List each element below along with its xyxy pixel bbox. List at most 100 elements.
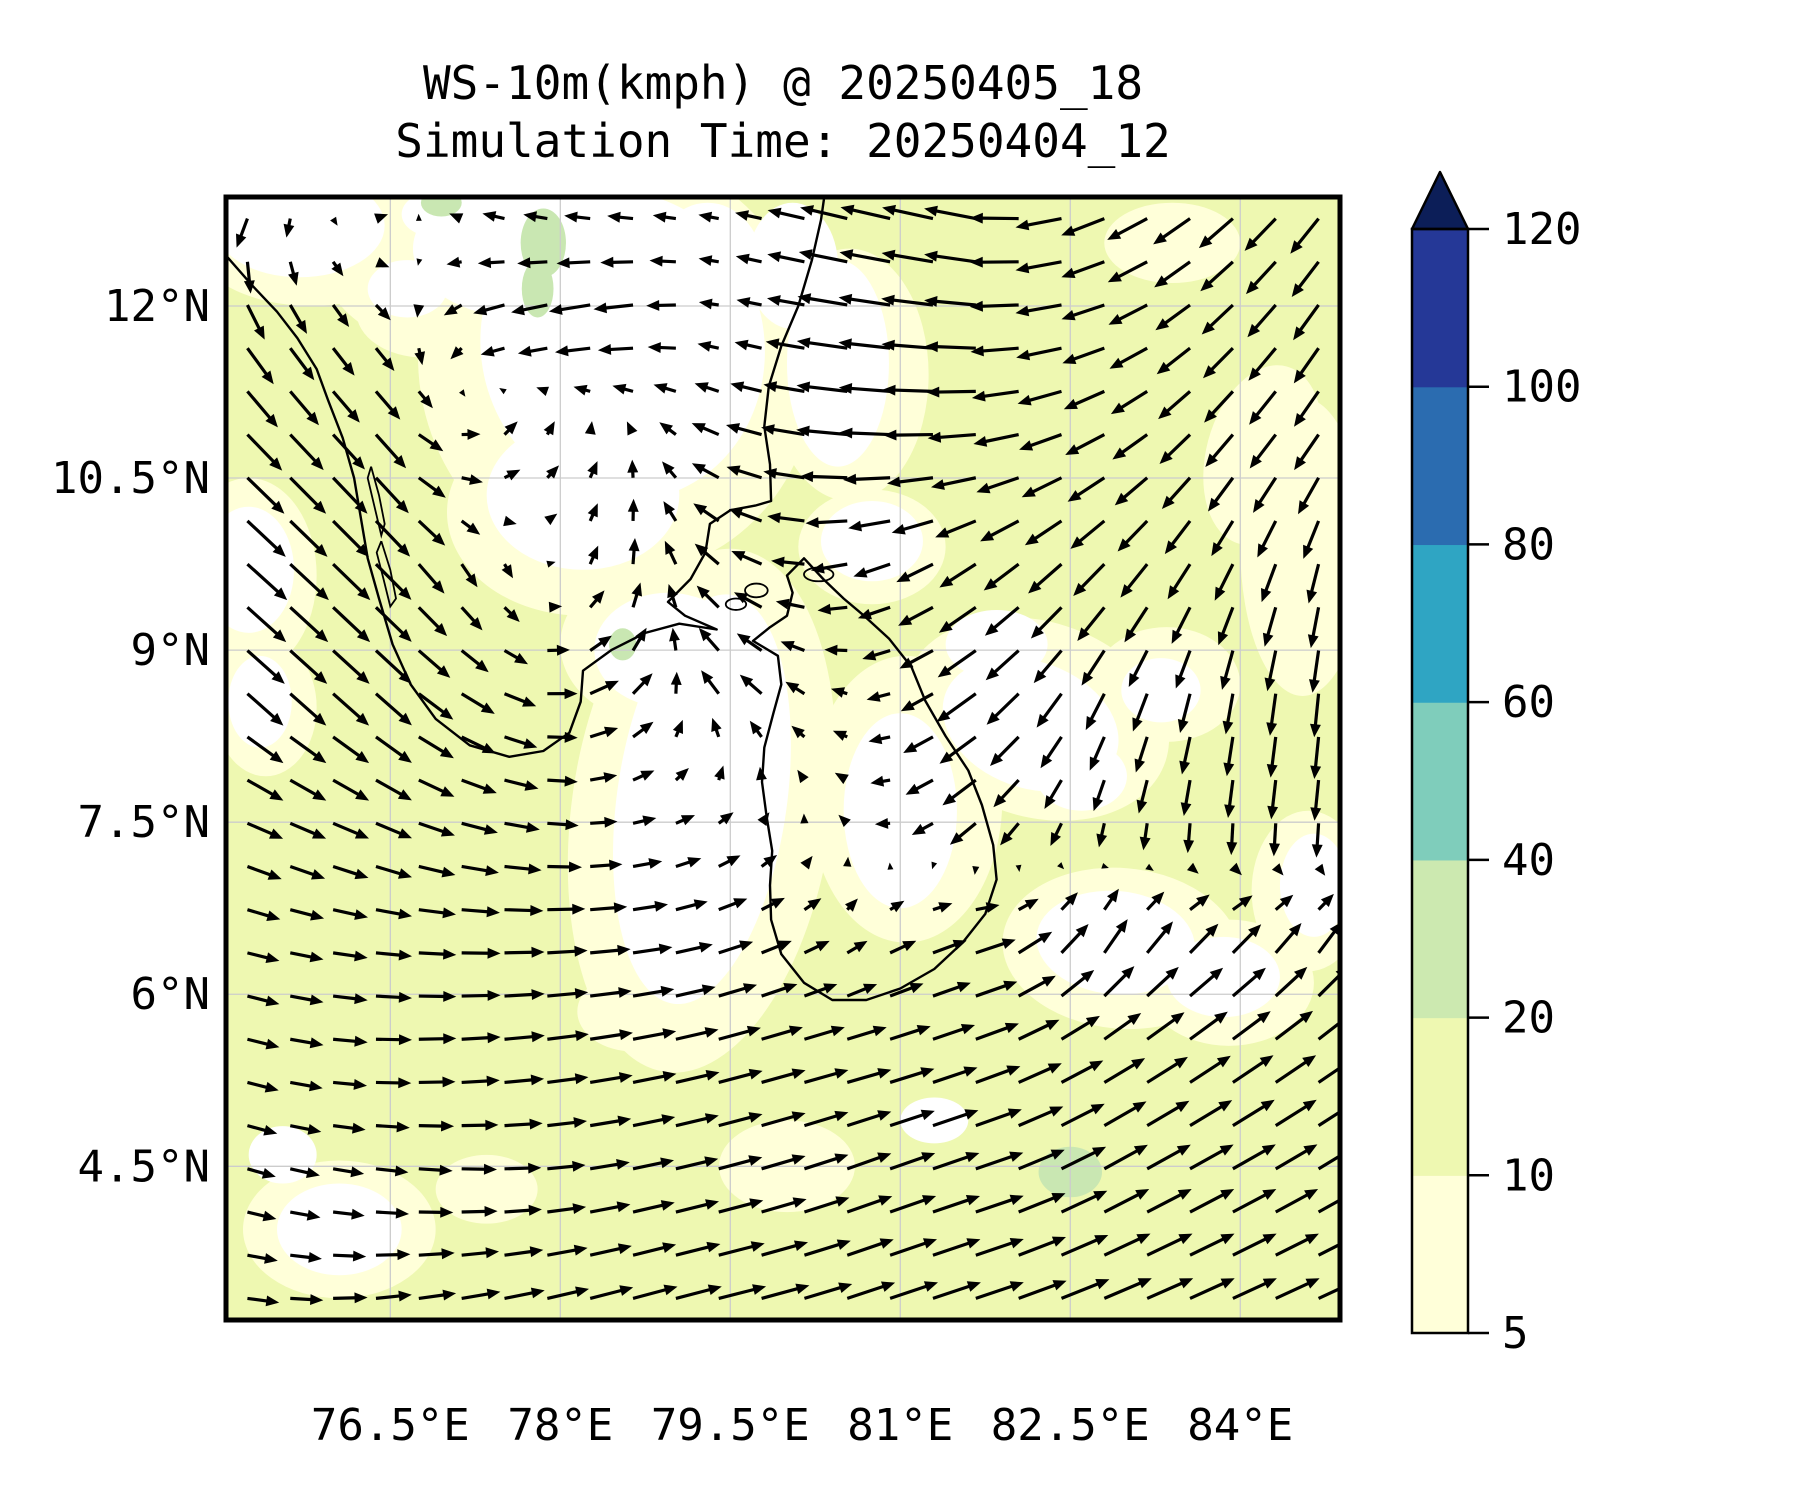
wind-arrow-shaft: [1071, 303, 1105, 318]
wind-arrow-head: [483, 1163, 497, 1175]
wind-arrow-head: [236, 233, 247, 248]
wind-arrow-head: [911, 823, 926, 835]
wind-arrow-shaft: [1039, 649, 1063, 676]
wind-arrow-shaft: [1120, 433, 1149, 455]
wind-arrow-shaft: [1298, 304, 1320, 333]
wind-arrow-head: [986, 711, 1000, 725]
wind-arrow-head: [835, 1196, 850, 1207]
wind-arrow-shaft: [992, 606, 1020, 630]
wind-arrow-shaft: [790, 643, 805, 653]
colorbar-outline: [1410, 227, 1470, 1335]
wind-arrow-shaft: [375, 1210, 399, 1215]
wind-arrow-shaft: [332, 951, 358, 958]
wind-arrow-head: [984, 623, 999, 636]
wind-arrow-head: [752, 1284, 767, 1295]
wind-arrow-head: [903, 742, 918, 753]
wind-arrow-shaft: [934, 209, 977, 221]
wind-arrow-head: [1063, 398, 1078, 410]
wind-arrow-head: [730, 381, 745, 393]
wind-arrow-head: [705, 1199, 719, 1210]
wind-arrow-shaft: [1086, 649, 1106, 678]
wind-arrow-head: [306, 411, 319, 426]
wind-arrow-head: [640, 770, 655, 781]
map-frame: [223, 194, 1343, 1323]
wind-arrow-shaft: [288, 347, 310, 373]
wind-arrow-head: [574, 1073, 589, 1085]
wind-arrow-shaft: [617, 215, 634, 221]
wind-arrow-shaft: [289, 951, 313, 959]
wind-arrow-shaft: [1313, 693, 1321, 727]
wind-arrow-head: [442, 1289, 457, 1301]
wind-arrow-head: [597, 344, 612, 355]
wind-arrow-shaft: [418, 1252, 444, 1257]
wind-arrow-shaft: [589, 1075, 623, 1085]
wind-arrow-shaft: [1226, 736, 1235, 766]
wind-arrow-shaft: [632, 773, 645, 782]
wind-arrow-head: [270, 712, 284, 726]
wind-arrow-head: [536, 386, 549, 396]
wind-arrow-head: [763, 468, 777, 479]
y-tick-label: 12°N: [104, 281, 210, 332]
wind-arrow-shaft: [1226, 693, 1235, 724]
wind-arrow-head: [573, 384, 588, 396]
wind-arrow-shaft: [460, 606, 477, 624]
wind-arrow-shaft: [1082, 606, 1106, 634]
wind-arrow-shaft: [417, 735, 446, 754]
colorbar-segment: [1412, 544, 1468, 703]
colorbar-tick-label: 20: [1502, 993, 1555, 1044]
wind-arrow-head: [1198, 235, 1213, 249]
wind-arrow-head: [377, 307, 391, 321]
wind-arrow-shaft: [912, 735, 934, 750]
wind-arrow-shaft: [632, 904, 658, 912]
wind-arrow-head: [1009, 1238, 1024, 1249]
wind-arrow-shaft: [761, 986, 788, 998]
wind-arrow-head: [923, 1281, 938, 1292]
wind-arrow-shaft: [332, 864, 359, 877]
wind-arrow-shaft: [632, 1074, 666, 1085]
wind-arrow-head: [354, 1035, 368, 1047]
wind-arrow-head: [1214, 1011, 1228, 1024]
wind-arrow-head: [395, 1207, 409, 1219]
wind-arrow-shaft: [289, 562, 322, 594]
wind-arrow-shaft: [375, 1124, 399, 1129]
wind-fill-5-10: [435, 1154, 538, 1224]
wind-arrow-head: [960, 1024, 975, 1035]
wind-arrow-shaft: [418, 778, 446, 794]
wind-arrow-head: [529, 1246, 544, 1258]
wind-arrow-head: [756, 766, 767, 781]
wind-arrow-shaft: [773, 471, 805, 480]
wind-arrow-shaft: [736, 468, 763, 480]
wind-arrow-shaft: [744, 638, 763, 652]
wind-arrow-shaft: [246, 864, 272, 877]
wind-arrow-shaft: [1018, 1195, 1056, 1214]
wind-arrow-shaft: [1317, 972, 1340, 998]
wind-arrow-shaft: [1220, 606, 1235, 636]
wind-arrow-shaft: [332, 1210, 355, 1217]
wind-arrow-head: [1229, 862, 1242, 876]
wind-arrow-head: [1009, 1194, 1024, 1206]
wind-arrow-head: [831, 687, 845, 698]
wind-arrow-head: [442, 1076, 456, 1088]
wind-arrow-head: [983, 578, 998, 591]
wind-arrow-head: [743, 983, 757, 994]
wind-arrow-head: [314, 629, 329, 643]
wind-arrow-head: [1203, 365, 1216, 379]
wind-arrow-head: [264, 1253, 278, 1264]
wind-arrow-shaft: [1317, 1109, 1340, 1127]
wind-arrow-head: [1248, 924, 1262, 938]
wind-arrow-head: [530, 1287, 545, 1299]
wind-arrow-head: [331, 262, 344, 277]
wind-arrow-head: [261, 1168, 276, 1179]
wind-arrow-shaft: [1232, 1104, 1267, 1127]
wind-arrow-shaft: [289, 390, 314, 418]
wind-arrow-head: [1249, 454, 1262, 469]
wind-arrow-shaft: [675, 1202, 709, 1214]
wind-arrow-head: [973, 436, 988, 447]
wind-arrow-shaft: [504, 735, 528, 746]
wind-arrow-shaft: [803, 986, 828, 998]
wind-arrow-head: [1045, 1019, 1060, 1031]
wind-arrow-head: [736, 297, 751, 308]
wind-arrow-head: [939, 575, 954, 588]
colorbar-segment: [1412, 1017, 1468, 1176]
wind-arrow-shaft: [1146, 1017, 1177, 1041]
